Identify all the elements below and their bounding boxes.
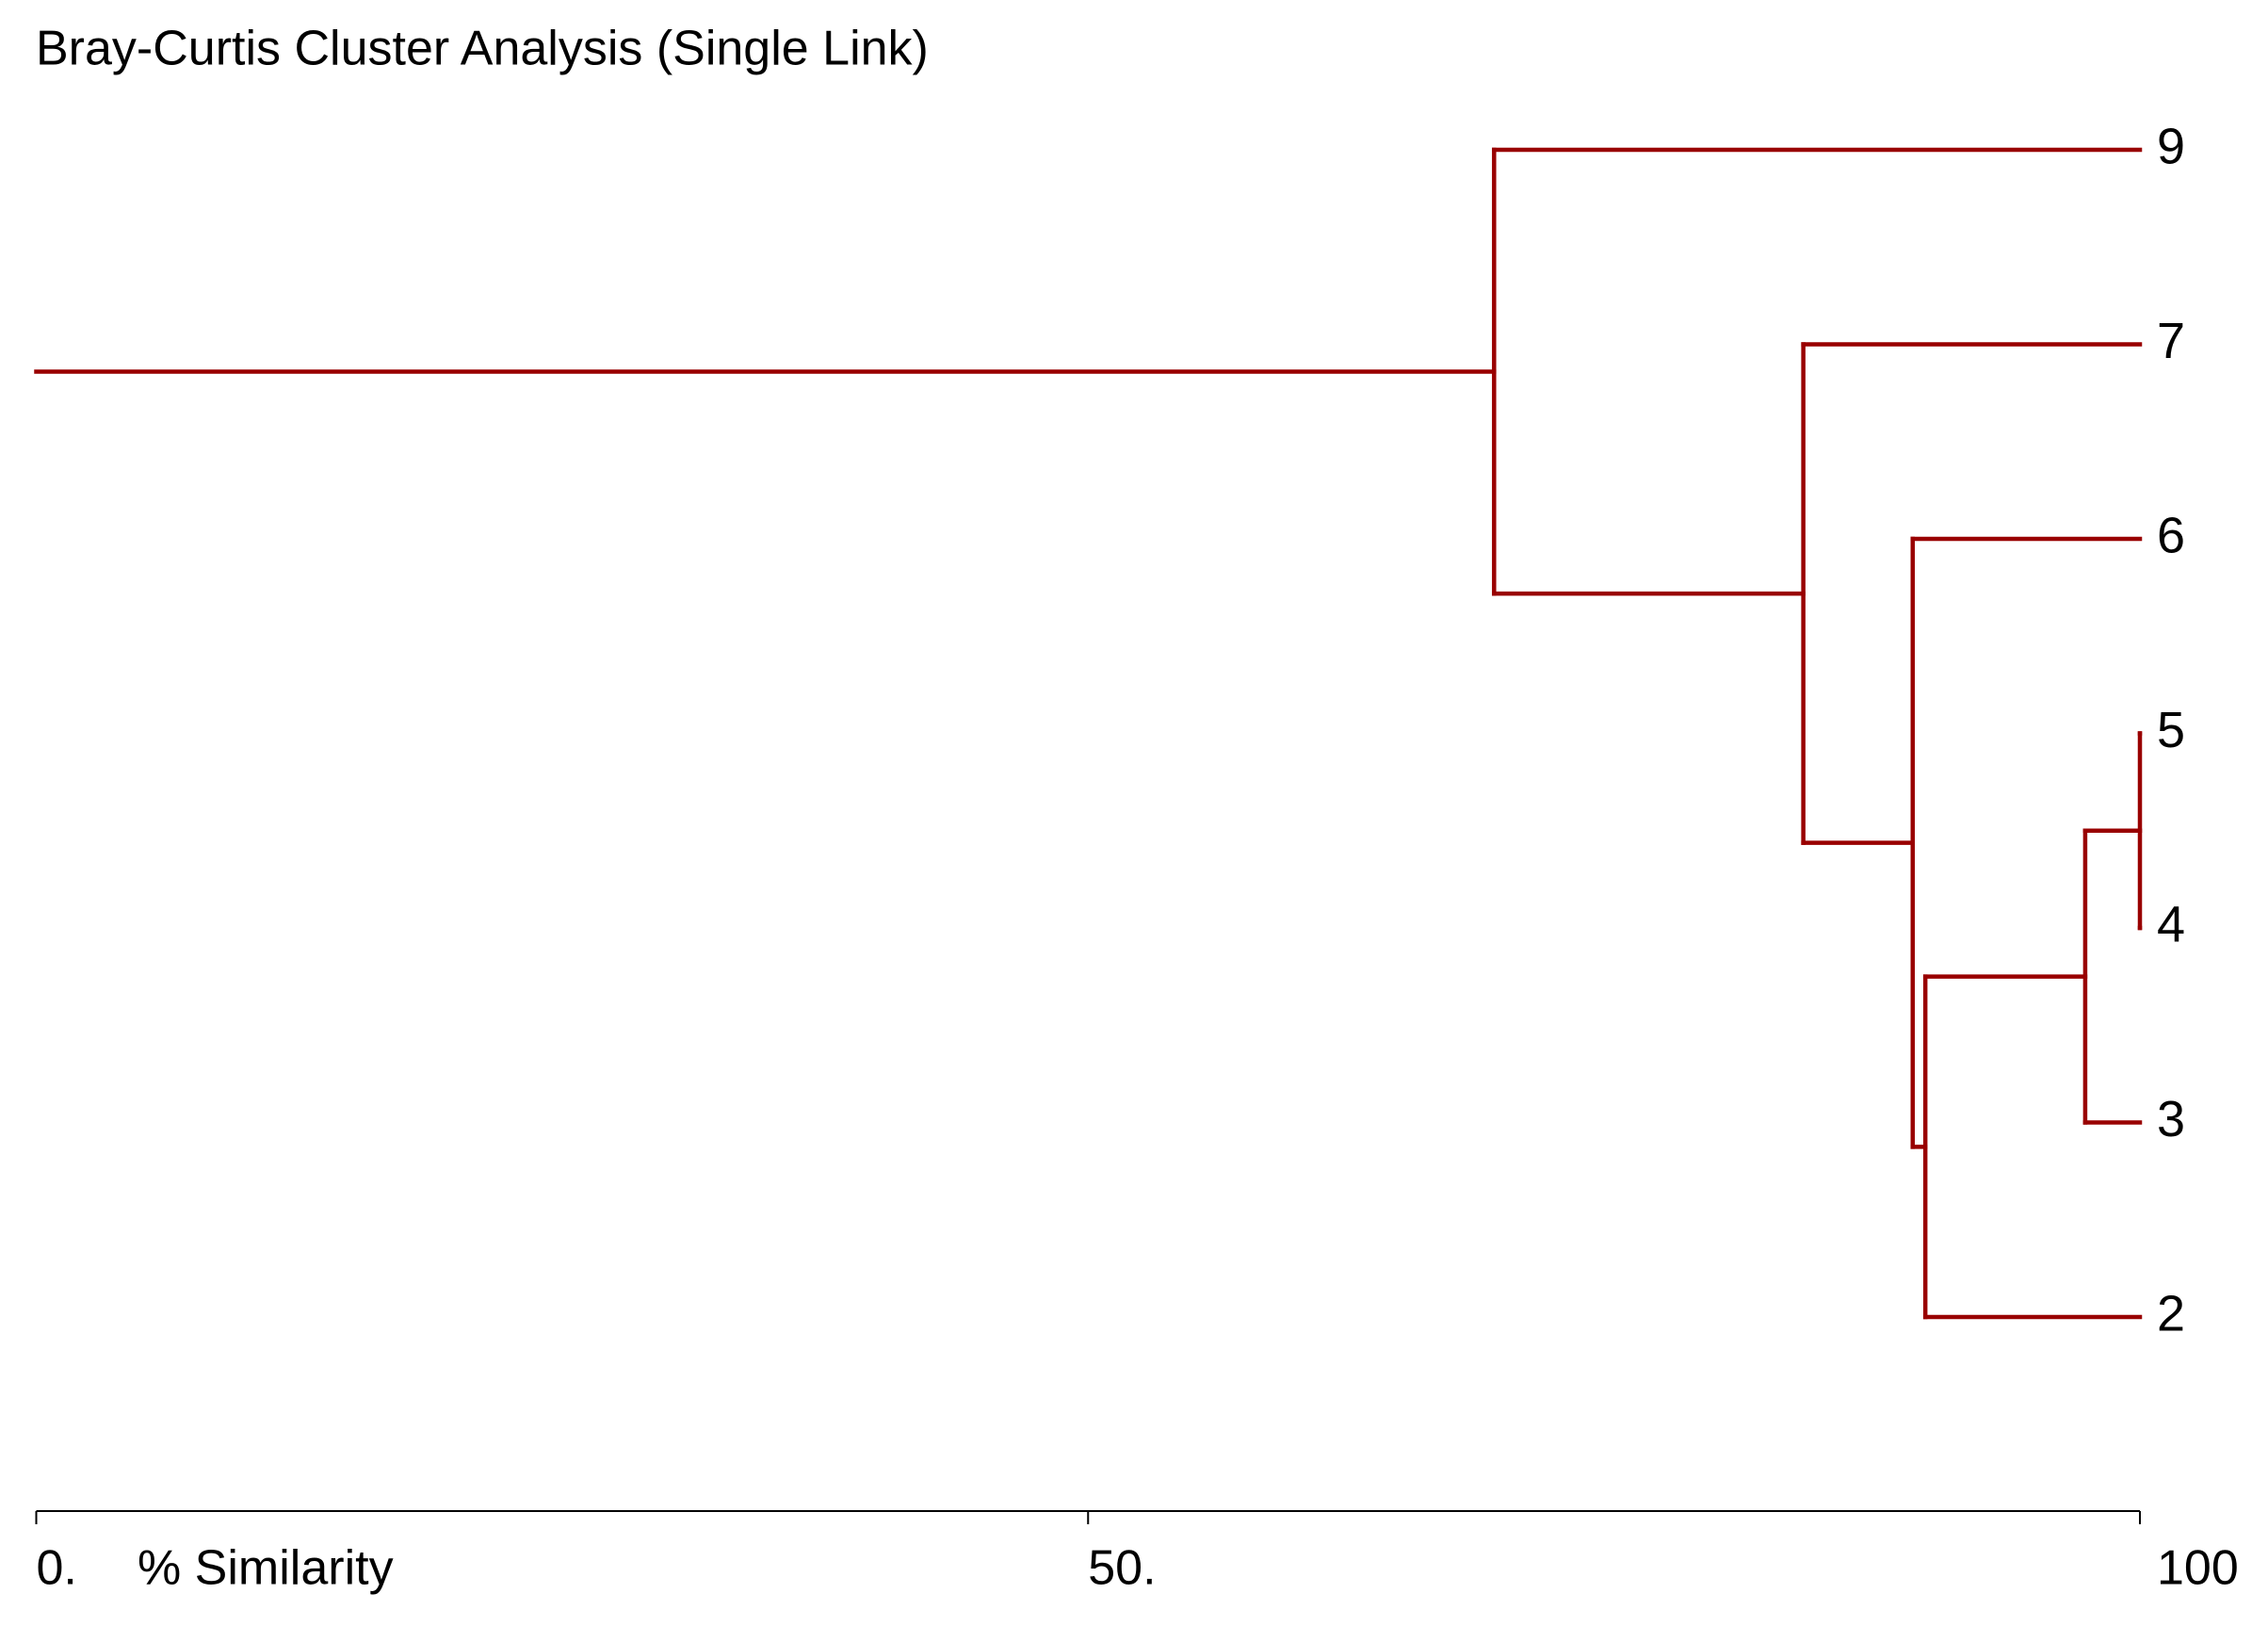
x-axis-label: % Similarity [138,1541,394,1596]
x-tick-label: 50. [1088,1541,1156,1596]
leaf-label: 7 [2157,313,2185,369]
leaf-label: 2 [2157,1285,2185,1341]
leaf-label: 5 [2157,702,2185,758]
x-tick-label: 100 [2157,1541,2239,1596]
leaf-label: 3 [2157,1091,2185,1147]
x-tick-label: 0. [37,1541,77,1596]
leaf-label: 4 [2157,896,2185,952]
leaf-label: 9 [2157,118,2185,174]
leaf-label: 6 [2157,507,2185,563]
chart-title: Bray-Curtis Cluster Analysis (Single Lin… [36,22,929,76]
